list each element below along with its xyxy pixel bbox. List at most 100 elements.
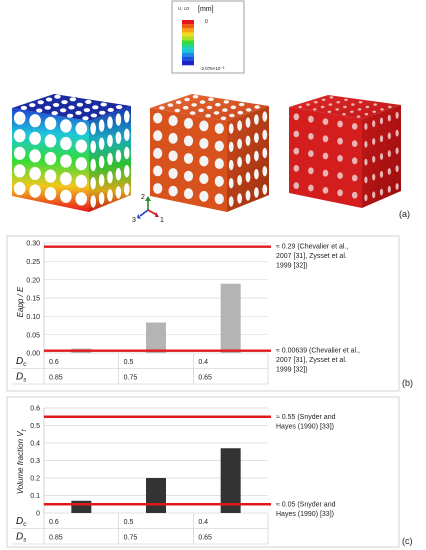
- panel-label-b: (b): [402, 378, 413, 388]
- lattice-pore: [380, 108, 384, 111]
- lattice-pore: [54, 94, 61, 99]
- reference-line-label: ≈ 0.55 (Snyder and: [276, 414, 336, 421]
- lattice-pore: [322, 169, 329, 177]
- lattice-pore: [365, 105, 370, 109]
- lattice-pore: [337, 155, 343, 162]
- lattice-pore: [358, 101, 363, 104]
- table-cell: 0.5: [124, 519, 134, 526]
- lattice-pore: [60, 136, 72, 151]
- lattice-pore: [379, 117, 384, 125]
- lattice-pore: [183, 153, 194, 164]
- table-row-label-sub: c: [23, 361, 27, 368]
- lattice-pore: [254, 114, 259, 125]
- lattice-pore: [328, 103, 333, 106]
- ytick-label: 0.10: [26, 314, 40, 321]
- lattice-pore: [69, 97, 77, 102]
- lattice-pore: [337, 137, 343, 145]
- lattice-pore: [92, 105, 99, 110]
- lattice-pore: [208, 97, 214, 102]
- lattice-pore: [298, 105, 303, 109]
- cube-pores: [293, 96, 399, 202]
- lattice-pore: [29, 149, 41, 163]
- lattice-pore: [199, 190, 209, 202]
- lattice-pore: [373, 103, 378, 106]
- table-cell: 0.5: [124, 359, 134, 366]
- table-cell: 0.65: [198, 375, 212, 382]
- lattice-pore: [29, 114, 41, 128]
- lattice-pore: [29, 131, 41, 145]
- lattice-pore: [115, 149, 122, 163]
- lattice-pore: [237, 110, 244, 115]
- lattice-pore: [115, 105, 123, 110]
- lattice-pore: [83, 108, 91, 113]
- lattice-pore: [395, 111, 399, 119]
- lattice-pore: [183, 188, 194, 200]
- lattice-pore: [82, 116, 89, 121]
- reference-line-label: ≈ 0.00639 (Chevalier et al.,: [276, 348, 360, 355]
- lattice-pore: [13, 164, 26, 178]
- lattice-pore: [344, 98, 348, 102]
- lattice-pore: [322, 187, 329, 194]
- triad-label-3: 3: [132, 217, 136, 224]
- lattice-pore: [321, 98, 326, 102]
- lattice-pore: [214, 158, 224, 170]
- lattice-pore: [372, 155, 376, 163]
- bar: [71, 500, 92, 513]
- table-cell: 0.6: [49, 519, 59, 526]
- triad-arrow-2-icon: [145, 196, 151, 201]
- lattice-pore: [387, 150, 391, 158]
- lattice-pore: [45, 97, 53, 102]
- colorbar-swatch: [182, 40, 194, 45]
- lattice-pore: [98, 174, 105, 187]
- chart-b: Eapp / E 0.00 0.05 0.10 0.15 0.20 0.25 0.30 ≈ …: [6, 235, 400, 392]
- lattice-pore: [254, 105, 260, 109]
- reference-line-label: Hayes (1990) [33]): [276, 423, 334, 430]
- lattice-pore: [174, 108, 181, 113]
- lattice-pore: [356, 115, 361, 118]
- lattice-pore: [153, 165, 163, 177]
- lattice-pore: [115, 186, 122, 199]
- lattice-pore: [159, 106, 165, 110]
- chart-b-bars: [71, 283, 241, 353]
- lattice-pore: [351, 123, 358, 130]
- triad-axis-3: [139, 209, 149, 217]
- bar: [146, 322, 166, 353]
- lattice-pore: [387, 168, 391, 175]
- lattice-pore: [254, 132, 259, 143]
- reference-line-label: 2007 [31], Zysset et al.: [276, 253, 347, 260]
- lattice-pore: [206, 105, 213, 110]
- panel-label-c: (c): [402, 536, 413, 546]
- lattice-pore: [205, 113, 211, 118]
- lattice-pore: [364, 123, 368, 130]
- lattice-pore: [182, 105, 189, 110]
- lattice-cube-solid: [289, 95, 401, 208]
- lattice-pore: [60, 154, 72, 168]
- lattice-pore: [90, 177, 96, 190]
- table-row-label-sub: s: [23, 377, 27, 384]
- lattice-pore: [314, 101, 318, 104]
- lattice-pore: [175, 100, 182, 105]
- lattice-pore: [100, 102, 107, 107]
- bar: [220, 283, 241, 353]
- lattice-cube-displacement: [12, 94, 131, 212]
- table-row-label: Ds: [16, 372, 27, 384]
- lattice-pore: [199, 138, 209, 149]
- lattice-pore: [293, 182, 300, 190]
- lattice-pore: [337, 120, 343, 128]
- lattice-pore: [237, 193, 243, 204]
- lattice-pore: [168, 132, 178, 144]
- ytick-label: 0.00: [26, 351, 40, 358]
- lattice-pore: [13, 181, 26, 196]
- lattice-pore: [364, 194, 368, 202]
- table-cell: 0.75: [124, 535, 138, 542]
- lattice-pore: [395, 129, 399, 137]
- lattice-pore: [335, 108, 340, 111]
- lattice-pore: [199, 155, 209, 167]
- lattice-pore: [213, 111, 220, 115]
- lattice-pore: [36, 108, 43, 113]
- lattice-pore: [199, 173, 209, 185]
- table-row-label-main: D: [16, 356, 23, 367]
- table-cell: 0.85: [49, 535, 63, 542]
- lattice-pore: [60, 189, 72, 203]
- lattice-pore: [167, 103, 174, 107]
